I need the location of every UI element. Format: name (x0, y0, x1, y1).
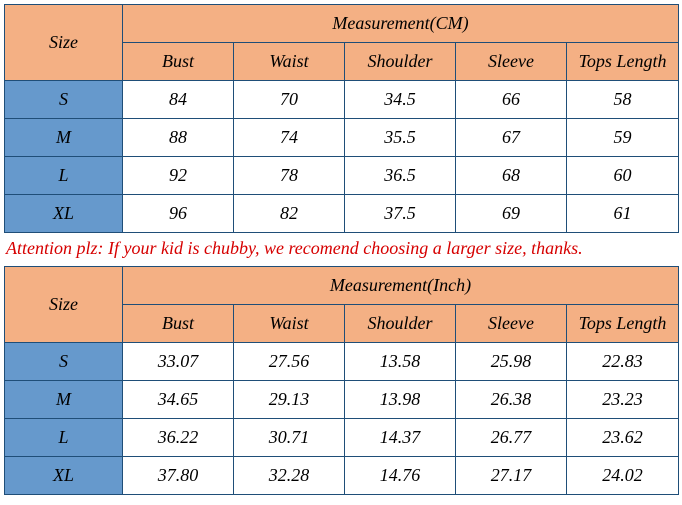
size-cell: S (5, 343, 123, 381)
data-cell: 74 (234, 119, 345, 157)
col-waist: Waist (234, 43, 345, 81)
table-row: L 36.22 30.71 14.37 26.77 23.62 (5, 419, 679, 457)
data-cell: 67 (456, 119, 567, 157)
data-cell: 25.98 (456, 343, 567, 381)
data-cell: 34.5 (345, 81, 456, 119)
data-cell: 59 (567, 119, 679, 157)
data-cell: 88 (123, 119, 234, 157)
data-cell: 69 (456, 195, 567, 233)
col-waist: Waist (234, 305, 345, 343)
data-cell: 96 (123, 195, 234, 233)
data-cell: 36.5 (345, 157, 456, 195)
data-cell: 82 (234, 195, 345, 233)
header-size: Size (5, 5, 123, 81)
size-table-inch: Size Measurement(Inch) Bust Waist Should… (4, 266, 679, 495)
data-cell: 78 (234, 157, 345, 195)
data-cell: 37.80 (123, 457, 234, 495)
data-cell: 26.38 (456, 381, 567, 419)
col-shoulder: Shoulder (345, 43, 456, 81)
table-row: XL 37.80 32.28 14.76 27.17 24.02 (5, 457, 679, 495)
col-tops-length: Tops Length (567, 305, 679, 343)
data-cell: 22.83 (567, 343, 679, 381)
data-cell: 35.5 (345, 119, 456, 157)
size-cell: XL (5, 457, 123, 495)
table-row: M 88 74 35.5 67 59 (5, 119, 679, 157)
size-table-cm: Size Measurement(CM) Bust Waist Shoulder… (4, 4, 679, 233)
data-cell: 36.22 (123, 419, 234, 457)
data-cell: 27.56 (234, 343, 345, 381)
col-bust: Bust (123, 43, 234, 81)
data-cell: 14.76 (345, 457, 456, 495)
data-cell: 29.13 (234, 381, 345, 419)
size-cell: M (5, 119, 123, 157)
data-cell: 32.28 (234, 457, 345, 495)
table-row: M 34.65 29.13 13.98 26.38 23.23 (5, 381, 679, 419)
data-cell: 37.5 (345, 195, 456, 233)
table-row: S 84 70 34.5 66 58 (5, 81, 679, 119)
data-cell: 27.17 (456, 457, 567, 495)
data-cell: 14.37 (345, 419, 456, 457)
data-cell: 13.98 (345, 381, 456, 419)
data-cell: 26.77 (456, 419, 567, 457)
size-cell: M (5, 381, 123, 419)
data-cell: 84 (123, 81, 234, 119)
header-measurement: Measurement(CM) (123, 5, 679, 43)
size-cell: XL (5, 195, 123, 233)
data-cell: 61 (567, 195, 679, 233)
col-tops-length: Tops Length (567, 43, 679, 81)
data-cell: 66 (456, 81, 567, 119)
col-sleeve: Sleeve (456, 305, 567, 343)
data-cell: 70 (234, 81, 345, 119)
data-cell: 23.62 (567, 419, 679, 457)
data-cell: 24.02 (567, 457, 679, 495)
size-cell: S (5, 81, 123, 119)
col-bust: Bust (123, 305, 234, 343)
table-row: S 33.07 27.56 13.58 25.98 22.83 (5, 343, 679, 381)
col-shoulder: Shoulder (345, 305, 456, 343)
size-cell: L (5, 419, 123, 457)
size-cell: L (5, 157, 123, 195)
data-cell: 13.58 (345, 343, 456, 381)
data-cell: 23.23 (567, 381, 679, 419)
data-cell: 58 (567, 81, 679, 119)
col-sleeve: Sleeve (456, 43, 567, 81)
data-cell: 30.71 (234, 419, 345, 457)
table-row: L 92 78 36.5 68 60 (5, 157, 679, 195)
data-cell: 34.65 (123, 381, 234, 419)
header-measurement: Measurement(Inch) (123, 267, 679, 305)
data-cell: 60 (567, 157, 679, 195)
table-row: XL 96 82 37.5 69 61 (5, 195, 679, 233)
data-cell: 68 (456, 157, 567, 195)
header-size: Size (5, 267, 123, 343)
data-cell: 92 (123, 157, 234, 195)
attention-note: Attention plz: If your kid is chubby, we… (4, 233, 678, 266)
data-cell: 33.07 (123, 343, 234, 381)
